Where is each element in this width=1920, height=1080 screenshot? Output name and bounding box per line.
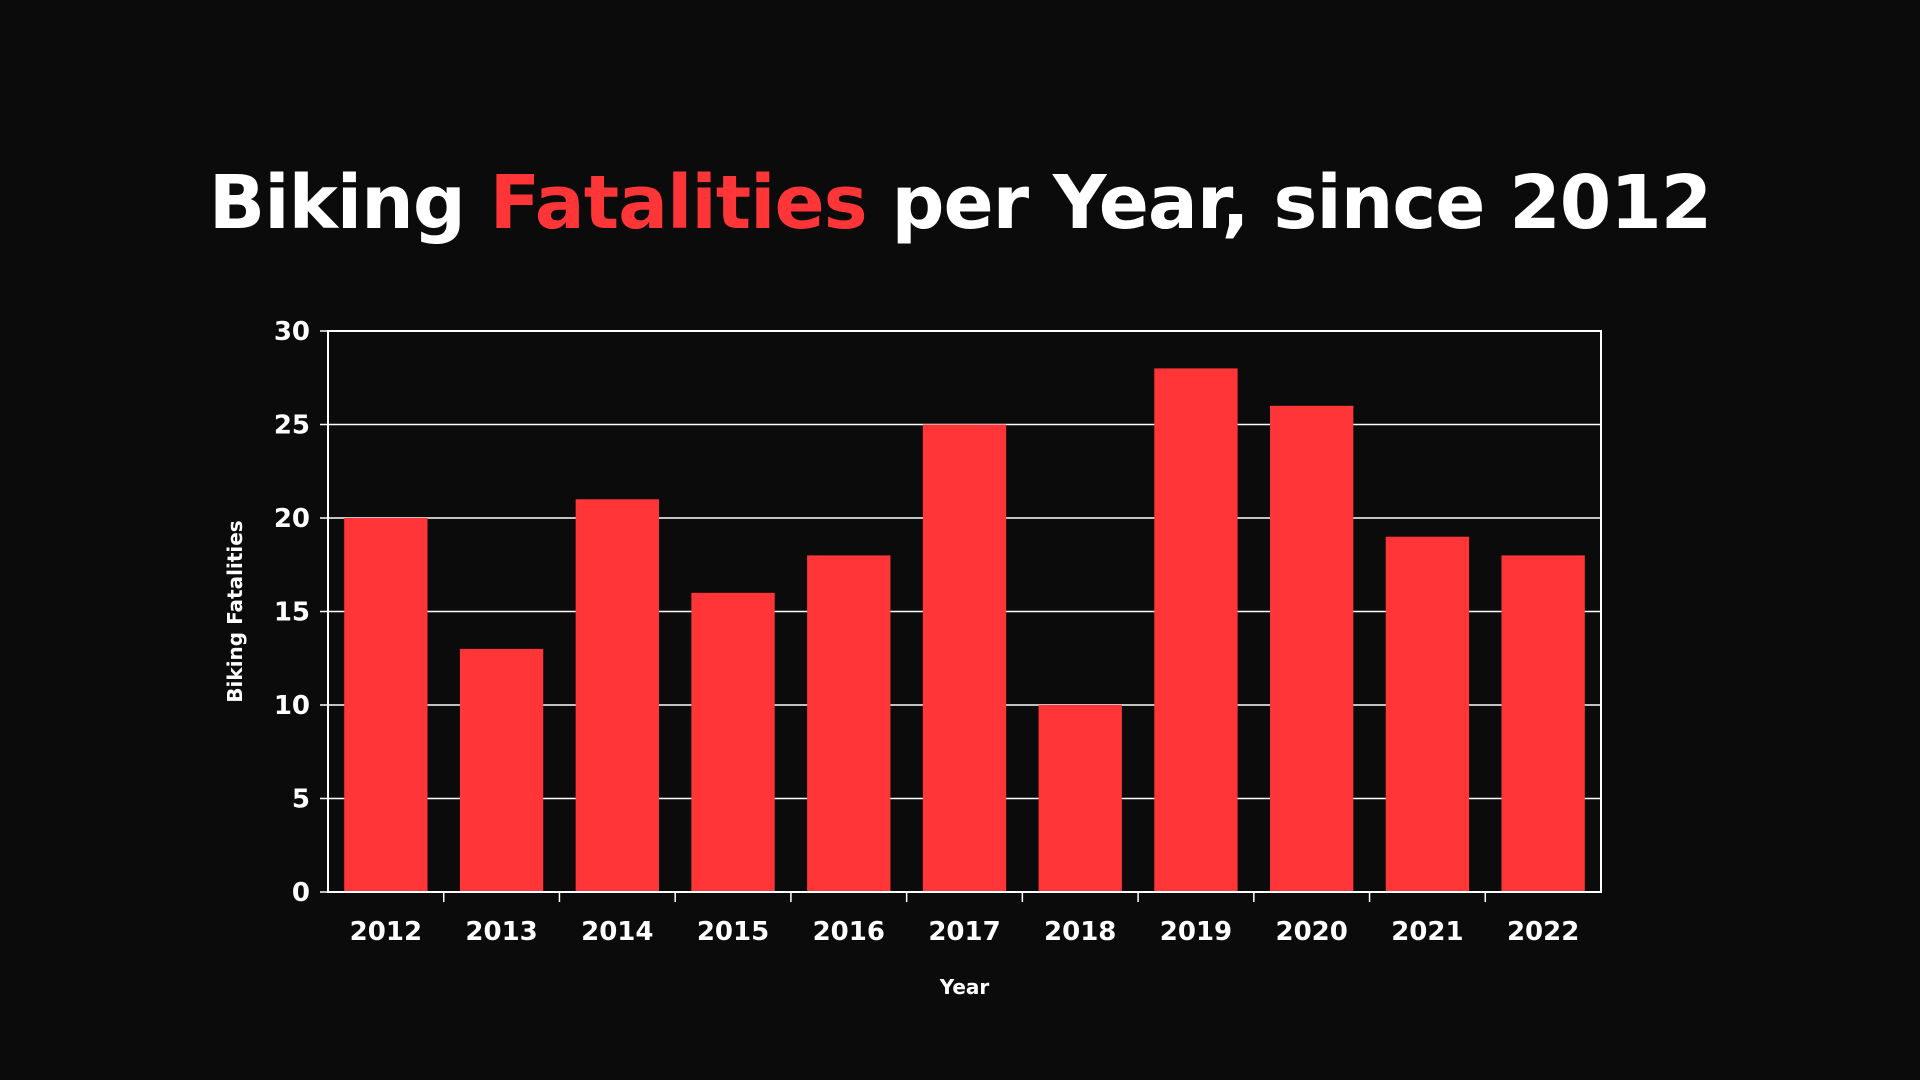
bar-2021 <box>1385 536 1470 892</box>
bar-2014 <box>575 499 659 892</box>
x-tick-label: 2015 <box>697 917 769 947</box>
x-tick-label: 2019 <box>1160 917 1232 947</box>
x-tick-label: 2022 <box>1507 917 1579 947</box>
y-tick-label: 0 <box>292 878 310 908</box>
bar-2013 <box>459 648 544 892</box>
y-tick-label: 30 <box>274 317 310 347</box>
x-tick-labels: 2012 2013 2014 2015 2016 2017 2018 2019 2020 2021… <box>350 892 1579 947</box>
bar-2017 <box>922 424 1007 892</box>
x-tick-label: 2016 <box>813 917 885 947</box>
y-axis-label: Biking Fatalities <box>223 520 247 702</box>
bar-2022 <box>1501 555 1585 892</box>
bar-2012 <box>344 518 428 892</box>
y-tick-label: 5 <box>292 785 310 815</box>
x-tick-label: 2012 <box>350 917 422 947</box>
bar-2015 <box>691 592 775 892</box>
y-tick-label: 15 <box>274 598 310 628</box>
x-tick-label: 2020 <box>1275 917 1347 947</box>
y-tick-label: 10 <box>274 691 310 721</box>
bar-2016 <box>807 555 891 892</box>
y-tick-labels: 0 5 10 15 20 25 30 <box>274 317 328 908</box>
x-axis-label: Year <box>939 975 990 999</box>
bar-2020 <box>1270 405 1354 892</box>
bar-2018 <box>1038 705 1122 892</box>
x-tick-label: 2021 <box>1391 917 1463 947</box>
bars <box>344 368 1585 892</box>
x-tick-label: 2017 <box>928 917 1000 947</box>
bar-2019 <box>1154 368 1238 892</box>
y-tick-label: 20 <box>274 504 310 534</box>
y-tick-label: 25 <box>274 411 310 441</box>
title-part-2: per Year, since 2012 <box>866 160 1712 246</box>
x-tick-label: 2014 <box>581 917 653 947</box>
x-tick-label: 2018 <box>1044 917 1116 947</box>
x-tick-label: 2013 <box>465 917 537 947</box>
chart-title: Biking Fatalities per Year, since 2012 <box>0 160 1920 246</box>
title-part-1: Biking <box>208 160 490 246</box>
title-accent: Fatalities <box>489 160 868 246</box>
